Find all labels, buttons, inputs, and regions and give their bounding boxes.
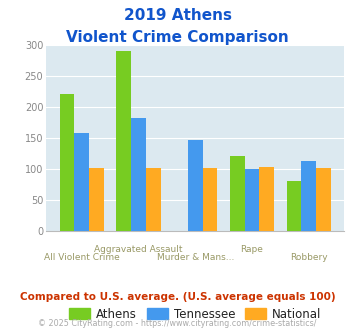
Bar xyxy=(75,133,89,231)
Text: Violent Crime Comparison: Violent Crime Comparison xyxy=(66,30,289,45)
Text: 2019 Athens: 2019 Athens xyxy=(124,8,231,23)
Legend: Athens, Tennessee, National: Athens, Tennessee, National xyxy=(65,303,326,325)
Bar xyxy=(245,169,260,231)
Text: Robbery: Robbery xyxy=(290,253,328,262)
Text: All Violent Crime: All Violent Crime xyxy=(44,253,120,262)
Bar xyxy=(203,168,217,231)
Bar xyxy=(301,161,316,231)
Bar xyxy=(260,167,274,231)
Bar xyxy=(230,156,245,231)
Bar xyxy=(116,51,131,231)
Bar xyxy=(131,118,146,231)
Text: Compared to U.S. average. (U.S. average equals 100): Compared to U.S. average. (U.S. average … xyxy=(20,292,335,302)
Text: Murder & Mans...: Murder & Mans... xyxy=(157,253,234,262)
Bar xyxy=(89,168,104,231)
Text: Aggravated Assault: Aggravated Assault xyxy=(94,245,183,254)
Bar xyxy=(60,94,75,231)
Text: © 2025 CityRating.com - https://www.cityrating.com/crime-statistics/: © 2025 CityRating.com - https://www.city… xyxy=(38,319,317,328)
Bar xyxy=(188,140,203,231)
Bar xyxy=(146,168,161,231)
Bar xyxy=(316,168,331,231)
Bar xyxy=(286,181,301,231)
Text: Rape: Rape xyxy=(241,245,263,254)
